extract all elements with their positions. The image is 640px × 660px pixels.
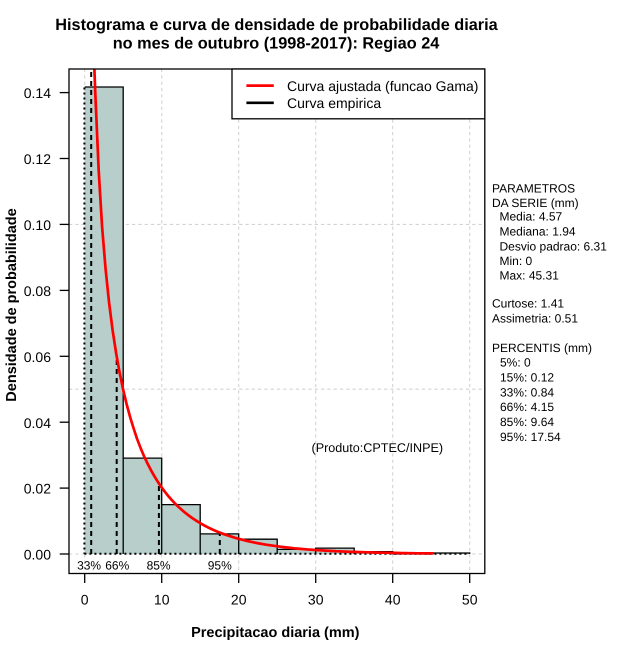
- svg-text:Media: 4.57: Media: 4.57: [500, 209, 563, 223]
- svg-text:5%: 0: 5%: 0: [500, 356, 531, 370]
- svg-text:Assimetria: 0.51: Assimetria: 0.51: [492, 312, 578, 326]
- svg-text:30: 30: [308, 591, 324, 607]
- svg-text:0.04: 0.04: [24, 415, 51, 431]
- svg-text:20: 20: [231, 591, 247, 607]
- svg-text:85%: 9.64: 85%: 9.64: [500, 415, 554, 429]
- svg-text:Histograma e curva de densidad: Histograma e curva de densidade de proba…: [55, 16, 498, 34]
- svg-text:0.08: 0.08: [24, 283, 51, 299]
- svg-text:0: 0: [81, 591, 89, 607]
- svg-text:40: 40: [385, 591, 401, 607]
- svg-text:(Produto:CPTEC/INPE): (Produto:CPTEC/INPE): [312, 441, 444, 455]
- svg-text:PERCENTIS (mm): PERCENTIS (mm): [492, 341, 592, 355]
- svg-text:Mediana: 1.94: Mediana: 1.94: [500, 224, 576, 238]
- svg-text:Curtose: 1.41: Curtose: 1.41: [492, 297, 564, 311]
- svg-text:Desvio padrao: 6.31: Desvio padrao: 6.31: [500, 239, 608, 253]
- svg-text:10: 10: [154, 591, 170, 607]
- svg-text:95%: 17.54: 95%: 17.54: [500, 430, 561, 444]
- svg-text:50: 50: [462, 591, 478, 607]
- svg-text:0.00: 0.00: [24, 547, 51, 563]
- svg-text:33%: 0.84: 33%: 0.84: [500, 385, 554, 399]
- svg-text:Min: 0: Min: 0: [500, 254, 533, 268]
- svg-text:Max: 45.31: Max: 45.31: [500, 269, 560, 283]
- svg-text:Densidade de probabilidade: Densidade de probabilidade: [4, 208, 20, 401]
- svg-text:Curva empirica: Curva empirica: [287, 95, 381, 111]
- svg-text:Curva ajustada (funcao Gama): Curva ajustada (funcao Gama): [287, 78, 478, 94]
- svg-text:15%: 0.12: 15%: 0.12: [500, 370, 554, 384]
- svg-text:0.14: 0.14: [24, 85, 51, 101]
- svg-text:Precipitacao diaria (mm): Precipitacao diaria (mm): [191, 625, 360, 641]
- svg-text:DA SERIE (mm): DA SERIE (mm): [492, 196, 579, 210]
- svg-text:85%: 85%: [147, 559, 171, 573]
- svg-text:PARAMETROS: PARAMETROS: [492, 181, 575, 195]
- svg-text:0.06: 0.06: [24, 349, 51, 365]
- svg-text:66%: 4.15: 66%: 4.15: [500, 400, 554, 414]
- svg-text:0.02: 0.02: [24, 481, 51, 497]
- svg-text:no mes de outubro (1998-2017):: no mes de outubro (1998-2017): Regiao 24: [113, 34, 440, 52]
- svg-text:0.10: 0.10: [24, 217, 51, 233]
- svg-text:66%: 66%: [105, 559, 129, 573]
- svg-text:33%: 33%: [77, 559, 101, 573]
- svg-text:0.12: 0.12: [24, 151, 51, 167]
- svg-text:95%: 95%: [208, 559, 232, 573]
